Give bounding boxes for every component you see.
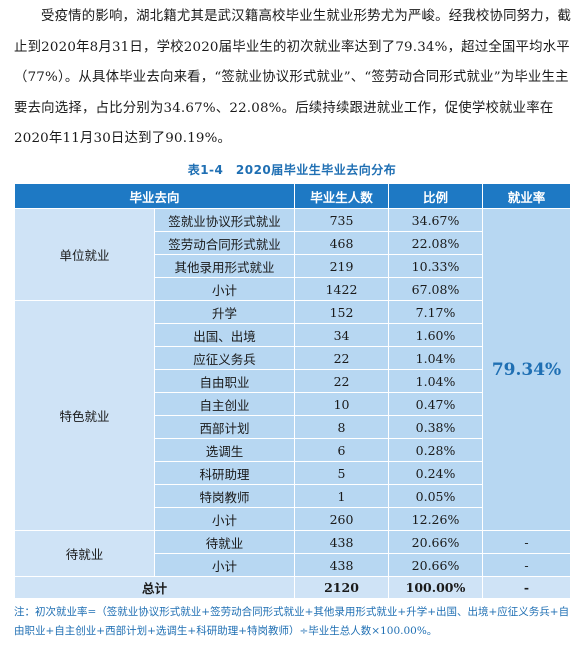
row-item: 签劳动合同形式就业 (153, 231, 296, 255)
table-row: 科研助理 5 0.24% (15, 461, 571, 485)
table-row: 特岗教师 1 0.05% (15, 484, 571, 508)
row-ratio: 10.33% (388, 254, 484, 278)
group-label: 特色就业 (14, 300, 155, 531)
row-item: 待就业 (153, 530, 296, 554)
row-count: 152 (294, 300, 390, 324)
row-item: 出国、出境 (153, 323, 296, 347)
body-paragraph: 受疫情的影响，湖北籍尤其是武汉籍高校毕业生就业形势尤为严峻。经我校协同努力，截止… (14, 9, 572, 146)
table-row: 特色就业 升学 152 7.17% (14, 300, 571, 531)
row-ratio: 34.67% (388, 208, 484, 232)
table-row: 出国、出境 34 1.60% (15, 323, 571, 347)
table-row: 单位就业 签就业协议形式就业 735 34.67% 79.34% (14, 208, 572, 531)
row-ratio: 22.08% (388, 231, 484, 255)
row-item: 选调生 (153, 438, 296, 462)
row-count: 34 (294, 323, 390, 347)
table-row: 小计 1422 67.08% (15, 277, 571, 301)
table-note: 注：初次就业率=（签就业协议形式就业+签劳动合同形式就业+其他录用形式就业+升学… (14, 606, 570, 637)
total-count: 2120 (294, 576, 390, 599)
row-ratio: 0.05% (388, 484, 484, 508)
row-item: 签就业协议形式就业 (153, 208, 296, 232)
row-ratio: 20.66% (388, 530, 484, 554)
row-ratio: 0.47% (388, 392, 484, 416)
row-ratio: 67.08% (388, 277, 484, 301)
row-count: 468 (294, 231, 390, 255)
row-item: 自主创业 (153, 392, 296, 416)
row-ratio: 12.26% (388, 507, 484, 531)
row-item: 升学 (153, 300, 296, 324)
row-count: 8 (294, 415, 390, 439)
row-count: 22 (294, 346, 390, 370)
header-destination: 毕业去向 (13, 183, 296, 209)
row-ratio: 1.04% (388, 346, 484, 370)
table-header-row: 毕业去向 毕业生人数 比例 就业率 (13, 183, 572, 209)
row-item: 自由职业 (153, 369, 296, 393)
table-row: 应征义务兵 22 1.04% (15, 346, 571, 370)
row-item: 西部计划 (153, 415, 296, 439)
row-ratio: 1.60% (388, 323, 484, 347)
row-count: 10 (294, 392, 390, 416)
row-item: 科研助理 (153, 461, 296, 485)
row-count: 438 (294, 530, 390, 554)
row-count: 22 (294, 369, 390, 393)
table-row: 自主创业 10 0.47% (15, 392, 571, 416)
row-ratio: 1.04% (388, 369, 484, 393)
group-label: 待就业 (14, 530, 155, 577)
table-row: 小计 438 20.66% - (15, 553, 572, 577)
row-count: 260 (294, 507, 390, 531)
total-label: 总计 (13, 576, 296, 599)
row-ratio: 0.24% (388, 461, 484, 485)
row-count: 1422 (294, 277, 390, 301)
row-ratio: 0.28% (388, 438, 484, 462)
row-count: 438 (294, 553, 390, 577)
employment-rate: 79.34% (482, 208, 572, 531)
header-count: 毕业生人数 (294, 183, 390, 209)
row-item: 小计 (153, 277, 296, 301)
row-count: 6 (294, 438, 390, 462)
row-ratio: 20.66% (388, 553, 484, 577)
destination-table: 毕业去向 毕业生人数 比例 就业率 单位就业 签就业协议形式就业 735 34.… (13, 183, 572, 599)
row-item: 小计 (153, 507, 296, 531)
table-row: 小计 260 12.26% (15, 507, 571, 531)
row-item: 应征义务兵 (153, 346, 296, 370)
total-ratio: 100.00% (388, 576, 484, 599)
row-ratio: 0.38% (388, 415, 484, 439)
table-row: 待就业 待就业 438 20.66% - (14, 530, 572, 577)
row-count: 735 (294, 208, 390, 232)
header-rate: 就业率 (482, 183, 572, 209)
group-label: 单位就业 (14, 208, 155, 301)
table-caption: 表1-4 2020届毕业生毕业去向分布 (187, 163, 397, 177)
row-rate: - (482, 553, 572, 577)
table-row: 西部计划 8 0.38% (15, 415, 571, 439)
row-item: 其他录用形式就业 (153, 254, 296, 278)
row-ratio: 7.17% (388, 300, 484, 324)
row-item: 特岗教师 (153, 484, 296, 508)
row-item: 小计 (153, 553, 296, 577)
row-count: 1 (294, 484, 390, 508)
header-ratio: 比例 (388, 183, 484, 209)
table-row: 签劳动合同形式就业 468 22.08% (15, 231, 571, 255)
row-count: 5 (294, 461, 390, 485)
table-row: 选调生 6 0.28% (15, 438, 571, 462)
row-rate: - (482, 530, 572, 554)
total-rate: - (482, 576, 572, 599)
total-row: 总计 2120 100.00% - (13, 576, 572, 599)
table-row: 其他录用形式就业 219 10.33% (15, 254, 571, 278)
table-row: 自由职业 22 1.04% (15, 369, 571, 393)
row-count: 219 (294, 254, 390, 278)
